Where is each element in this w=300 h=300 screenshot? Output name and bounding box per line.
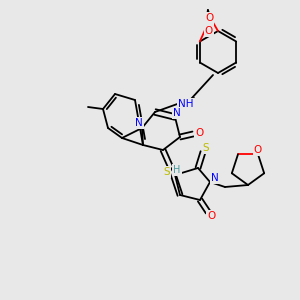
Text: O: O — [207, 211, 215, 221]
Text: S: S — [164, 167, 170, 177]
Text: N: N — [173, 108, 181, 118]
Text: O: O — [195, 128, 203, 138]
Text: NH: NH — [178, 99, 194, 109]
Text: O: O — [254, 145, 262, 155]
Text: N: N — [211, 173, 219, 183]
Text: H: H — [173, 165, 181, 175]
Text: N: N — [135, 118, 143, 128]
Text: S: S — [203, 143, 209, 153]
Text: O: O — [205, 13, 213, 23]
Text: O: O — [205, 26, 213, 35]
